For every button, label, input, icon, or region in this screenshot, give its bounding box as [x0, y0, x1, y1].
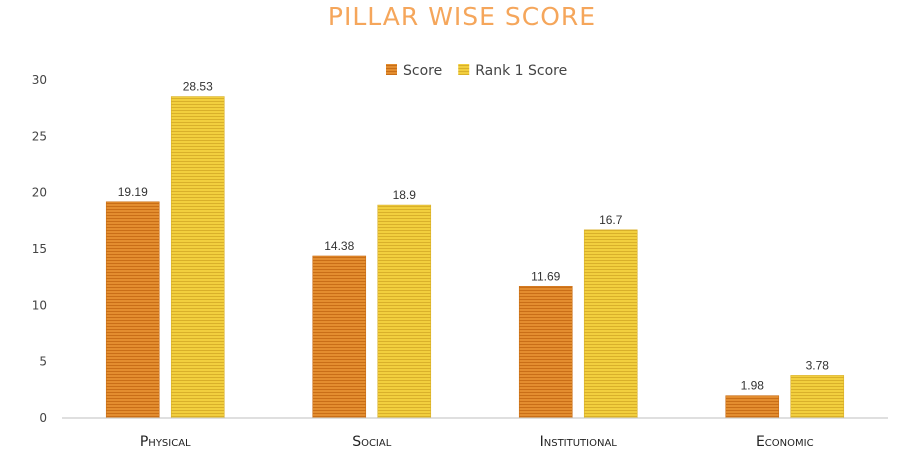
x-tick-label: Physical: [140, 434, 191, 450]
data-label: 28.53: [183, 80, 213, 94]
legend-label: Rank 1 Score: [475, 63, 567, 79]
legend-swatch: [458, 64, 470, 75]
data-label: 19.19: [118, 185, 148, 199]
y-tick-label: 20: [32, 186, 47, 200]
data-label: 11.69: [531, 269, 560, 283]
y-tick-label: 30: [32, 73, 47, 87]
bars-group: [105, 96, 845, 419]
y-tick-label: 0: [39, 411, 47, 425]
bar-rank-1-score: [170, 96, 225, 419]
y-tick-label: 15: [32, 242, 47, 256]
bar-rank-1-score: [583, 229, 638, 419]
bar-score: [725, 395, 780, 419]
y-tick-label: 10: [32, 298, 47, 312]
x-tick-label: Economic: [756, 434, 814, 450]
bar-score: [105, 201, 160, 419]
data-label: 16.7: [599, 213, 623, 227]
data-label: 14.38: [324, 239, 354, 253]
y-tick-label: 25: [32, 129, 47, 143]
data-label: 1.98: [741, 379, 765, 393]
bar-rank-1-score: [377, 204, 432, 419]
y-axis: 0 5 10 15 20 25 30: [32, 73, 47, 425]
bar-score: [518, 285, 573, 419]
legend-label: Score: [403, 63, 442, 79]
y-tick-label: 5: [39, 355, 47, 369]
x-tick-label: Institutional: [540, 434, 618, 450]
chart-legend: Score Rank 1 Score: [386, 63, 567, 79]
data-label: 18.9: [393, 188, 417, 202]
bar-rank-1-score: [790, 375, 845, 419]
data-label: 3.78: [806, 358, 830, 372]
x-axis: Physical Social Institutional Economic: [140, 434, 814, 450]
legend-swatch: [386, 64, 397, 75]
chart-title: PILLAR WISE SCORE: [328, 2, 596, 31]
bar-score: [312, 255, 367, 419]
x-tick-label: Social: [352, 434, 392, 450]
data-labels-group: 19.19 28.53 14.38 18.9 11.69 16.7 1.98 3.78: [118, 80, 830, 393]
